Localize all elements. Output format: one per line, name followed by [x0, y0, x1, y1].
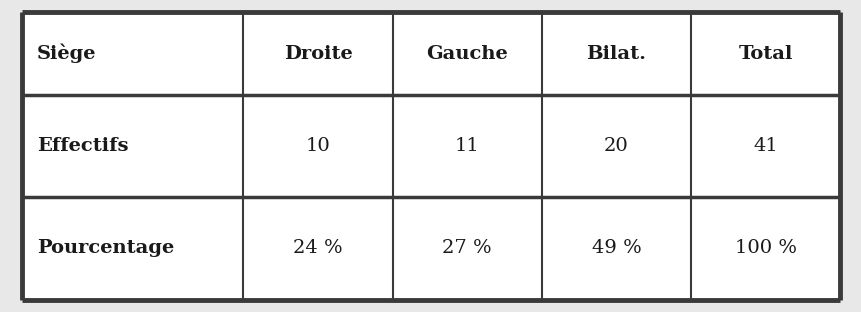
- Bar: [22, 12, 243, 95]
- Bar: [392, 95, 542, 197]
- Text: Bilat.: Bilat.: [585, 45, 646, 63]
- Text: 20: 20: [604, 137, 629, 155]
- Text: Gauche: Gauche: [426, 45, 507, 63]
- Text: Siège: Siège: [37, 44, 96, 63]
- Text: 24 %: 24 %: [293, 239, 343, 257]
- Text: Pourcentage: Pourcentage: [37, 239, 174, 257]
- Text: 11: 11: [455, 137, 479, 155]
- Bar: [22, 197, 243, 300]
- Bar: [243, 95, 392, 197]
- Text: 27 %: 27 %: [442, 239, 492, 257]
- Bar: [392, 197, 542, 300]
- Text: 41: 41: [753, 137, 777, 155]
- Bar: [542, 12, 691, 95]
- Bar: [392, 12, 542, 95]
- Bar: [542, 95, 691, 197]
- Text: 49 %: 49 %: [591, 239, 641, 257]
- Bar: [691, 95, 839, 197]
- Bar: [243, 12, 392, 95]
- Text: Droite: Droite: [283, 45, 352, 63]
- Bar: [22, 95, 243, 197]
- Bar: [243, 197, 392, 300]
- Bar: [542, 197, 691, 300]
- Text: Effectifs: Effectifs: [37, 137, 128, 155]
- Text: 10: 10: [306, 137, 330, 155]
- Bar: [691, 197, 839, 300]
- Text: 100 %: 100 %: [734, 239, 796, 257]
- Bar: [691, 12, 839, 95]
- Text: Total: Total: [738, 45, 792, 63]
